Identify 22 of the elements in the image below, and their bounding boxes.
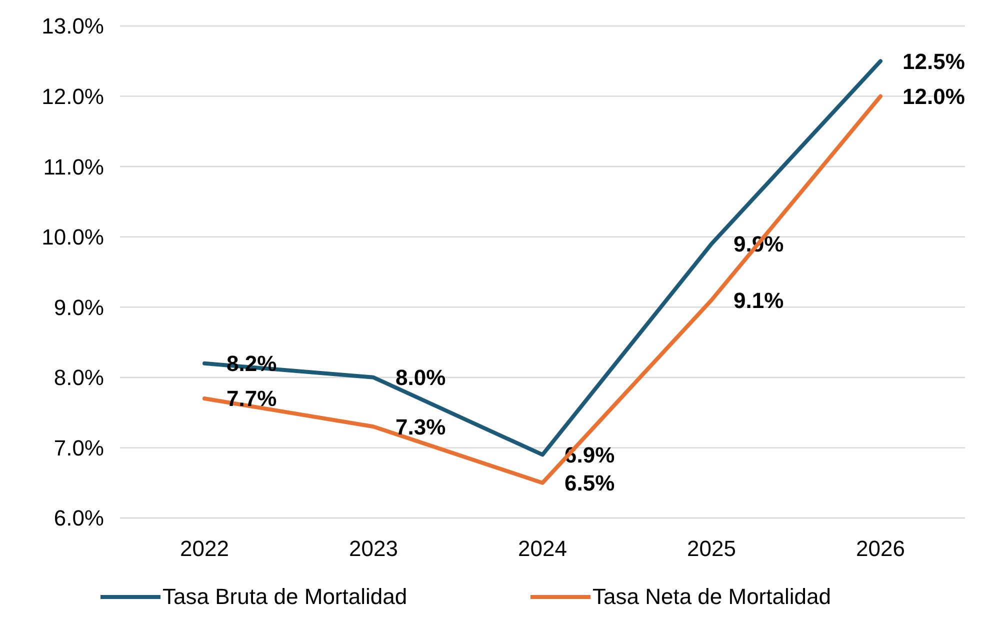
x-tick-label: 2024 [518,536,567,561]
y-tick-label: 13.0% [42,14,104,39]
legend-label: Tasa Bruta de Mortalidad [162,584,408,609]
data-label: 7.7% [226,386,277,412]
x-tick-label: 2023 [349,536,398,561]
y-tick-label: 6.0% [54,506,104,531]
x-tick-label: 2026 [856,536,905,561]
data-label: 7.3% [396,414,446,440]
x-tick-label: 2022 [180,536,229,561]
data-label: 8.0% [396,365,446,390]
data-label: 9.1% [734,288,784,313]
y-tick-label: 7.0% [54,435,104,460]
data-label: 12.5% [902,48,965,74]
y-tick-label: 8.0% [54,365,104,390]
y-tick-label: 12.0% [42,84,104,109]
y-tick-label: 11.0% [43,154,104,180]
y-tick-label: 9.0% [54,294,104,320]
x-tick-label: 2025 [687,536,736,561]
data-label: 12.0% [902,84,965,109]
data-label: 6.5% [564,470,615,496]
y-tick-label: 10.0% [42,224,104,250]
legend-label: Tasa Neta de Mortalidad [592,584,831,609]
